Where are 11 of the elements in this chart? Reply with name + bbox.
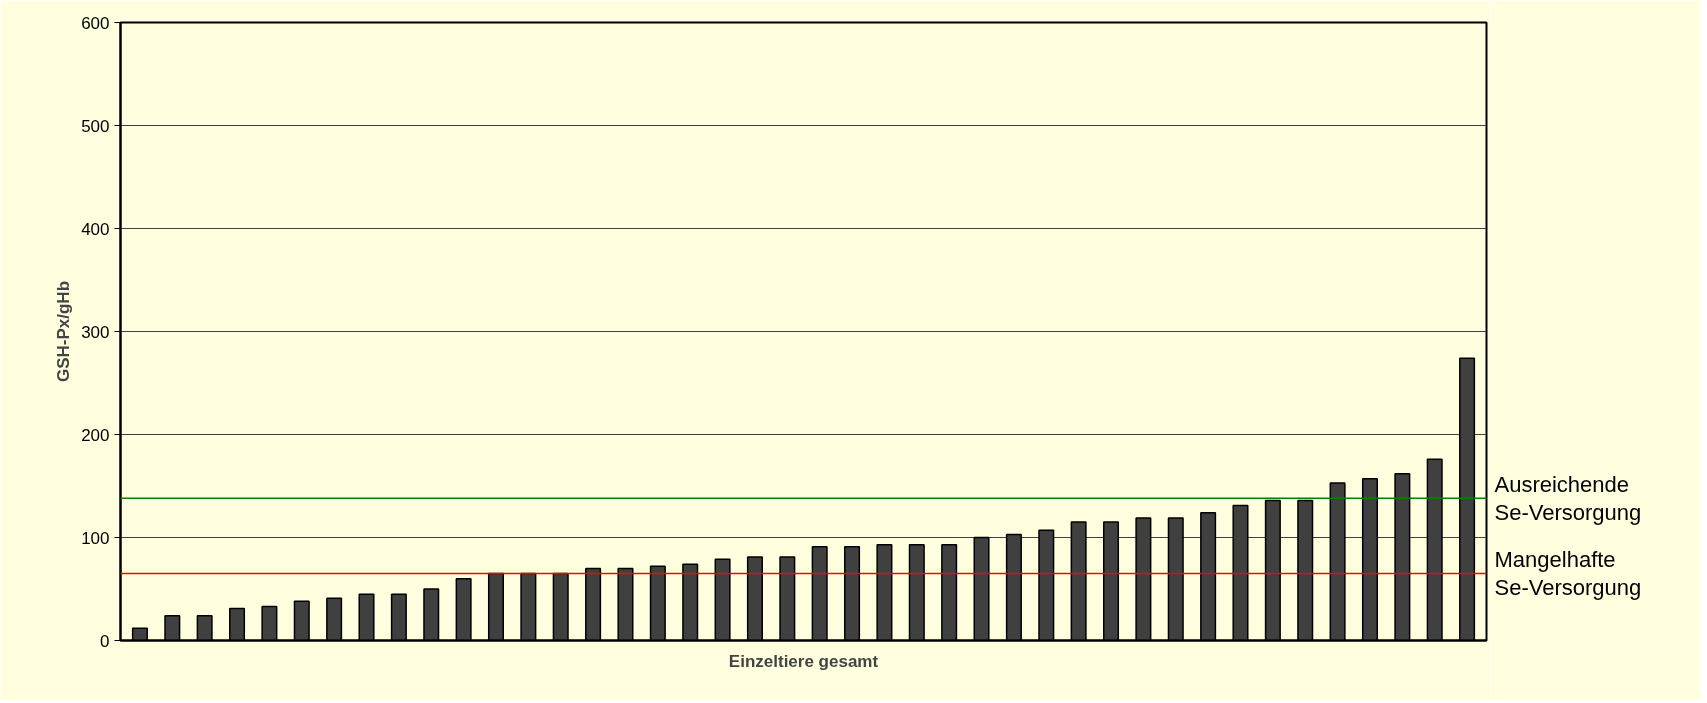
x-axis-title: Einzeltiere gesamt xyxy=(728,651,879,671)
y-tick-label: 400 xyxy=(81,219,110,239)
y-tick-label: 0 xyxy=(100,631,110,651)
y-axis-title: GSH-Px/gHb xyxy=(54,280,74,383)
ref-line-label: Mangelhafte Se-Versorgung xyxy=(1494,547,1642,600)
y-tick-label: 100 xyxy=(81,528,110,548)
y-tick-label: 500 xyxy=(81,116,110,136)
ref-line-label: Ausreichende Se-Versorgung xyxy=(1494,472,1642,525)
y-tick-label: 200 xyxy=(81,425,110,445)
y-tick-label: 600 xyxy=(81,13,110,33)
y-tick-label: 300 xyxy=(81,322,110,342)
